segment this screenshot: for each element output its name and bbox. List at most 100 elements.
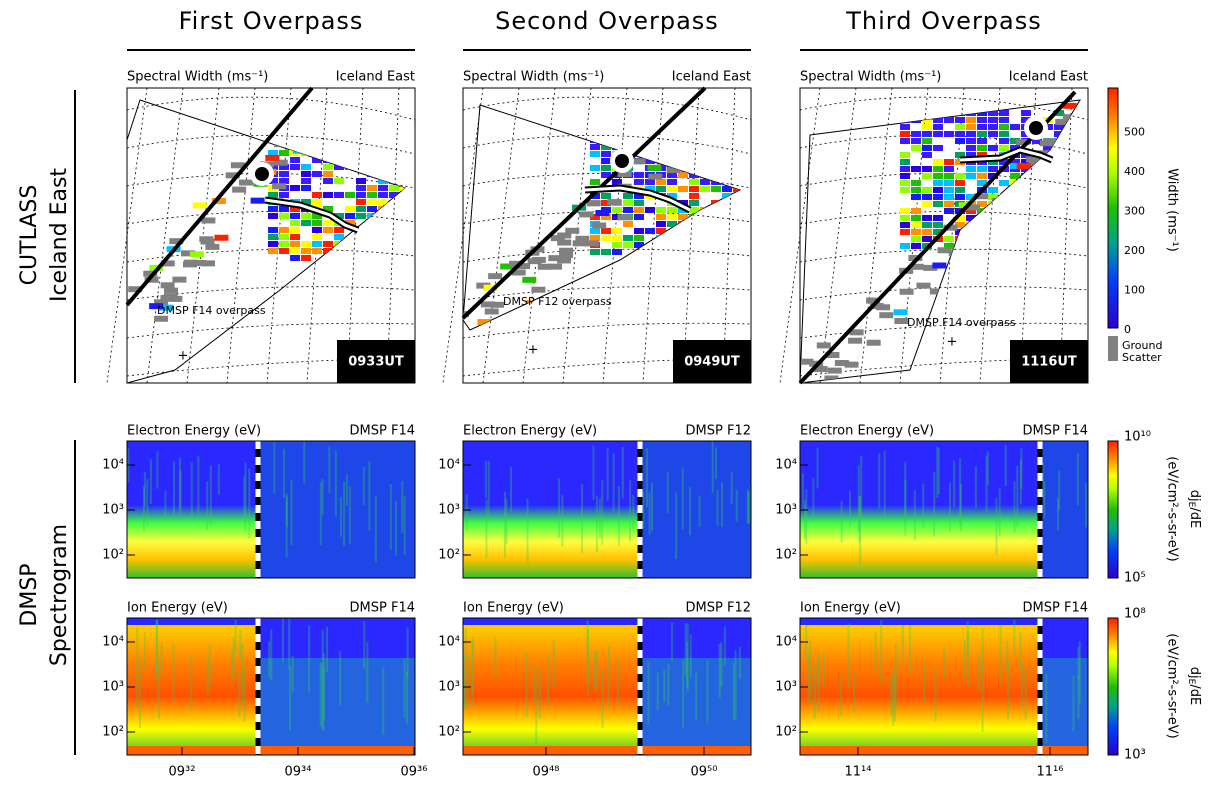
radar-cell [601,249,611,255]
radar-cell [911,138,921,144]
pole-mark: + [178,349,189,364]
radar-cell [214,235,228,241]
spectrogram-streak [558,478,560,538]
spectrogram-streak [191,463,193,519]
spectrogram-floor [463,746,751,755]
radar-cell [268,192,278,198]
spectrogram-streak [190,655,192,711]
panel-label: Ion Energy (eV) [127,601,228,616]
radar-cell [590,228,600,234]
radar-cell [944,236,954,242]
x-tick-label: 09⁵⁰ [691,765,718,780]
spectrogram-streak [599,498,601,538]
radar-cell [301,248,311,254]
spectrogram-streak [601,480,603,544]
radar-cell [601,193,611,199]
radar-cell [184,260,198,266]
radar-cell [944,159,954,165]
spectrogram-streak [1073,675,1075,731]
radar-cell [579,211,593,217]
spectrogram-streak [197,456,199,515]
radar-cell [590,249,600,255]
colorbar-tick: 300 [1124,205,1145,218]
colorbar-title: djE/dE [1187,667,1203,705]
spectrogram-streak [812,478,814,520]
column-title: Third Overpass [845,7,1042,35]
spectrogram-streak [667,664,669,706]
radar-cell [911,187,921,193]
radar-cell [279,213,289,219]
spectrogram-streak [467,655,469,709]
overpass-label: DMSP F14 overpass [907,316,1016,329]
radar-cell [988,117,998,123]
spectrogram-streak [1025,668,1027,720]
y-tick-label: 10⁴ [438,458,460,473]
spectrogram-streak [1085,483,1087,527]
radar-cell [933,201,943,207]
radar-cell [988,166,998,172]
radar-cell [911,194,921,200]
spectrogram-streak [180,470,182,518]
radar-cell [835,360,849,366]
radar-cell [955,124,965,130]
ground-swatch [1108,336,1118,361]
spectrogram-streak [173,643,175,701]
spectrogram-streak [363,467,365,505]
radar-cell [955,117,965,123]
radar-cell [590,144,600,150]
spectrogram-streak [1005,445,1007,486]
spectrogram-streak [320,482,322,546]
radar-cell [265,155,279,161]
spectrogram-streak [535,677,537,744]
radar-cell [193,202,207,208]
radar-cell [301,171,311,177]
spectrogram-streak [875,631,877,673]
flux-colorbar [1108,618,1118,755]
spectrogram-streak [146,479,148,526]
panel-label: Spectral Width (ms⁻¹) [127,70,268,85]
spectrogram-streak [596,651,598,692]
radar-cell [592,222,606,228]
spectrogram-streak [144,633,146,670]
radar-cell [977,173,987,179]
radar-cell [367,206,377,212]
dj: dj [1188,667,1203,679]
spectrogram-streak [343,482,345,547]
radar-cell [667,214,677,220]
panel-label: Iceland East [336,70,415,85]
radar-cell [667,179,677,185]
radar-cell [894,309,908,315]
radar-cell [933,222,943,228]
spectrogram-streak [646,448,648,507]
spectrogram-streak [268,641,270,677]
dj: dj [1188,490,1203,502]
radar-cell [647,165,661,171]
spectrogram-streak [675,493,677,560]
radar-cell [988,187,998,193]
radar-cell [977,124,987,130]
spectrogram-streak [731,472,733,505]
spectrogram-flux [1040,441,1088,578]
radar-cell [836,393,850,399]
spectrogram-streak [406,671,408,723]
spectrogram-streak [143,486,145,531]
y-tick-label: 10³ [775,503,797,518]
spectrogram-streak [642,492,644,528]
radar-cell [988,124,998,130]
spectrogram-streak [156,451,158,488]
radar-cell [301,164,311,170]
spectrogram-streak [840,677,842,716]
spectrogram-streak [933,472,935,537]
x-tick-label: 09³² [169,765,196,780]
spectrogram-streak [1019,632,1021,669]
spectrogram-streak [632,495,634,530]
spectrogram-streak [808,652,810,700]
radar-cell [645,228,655,234]
spectrogram-streak [982,628,984,674]
radar-cell [607,199,621,205]
radar-cell [312,241,322,247]
radar-cell [161,282,175,288]
spectrogram-streak [150,459,152,504]
spectrogram-streak [923,662,925,704]
spectrogram-streak [1077,647,1079,678]
